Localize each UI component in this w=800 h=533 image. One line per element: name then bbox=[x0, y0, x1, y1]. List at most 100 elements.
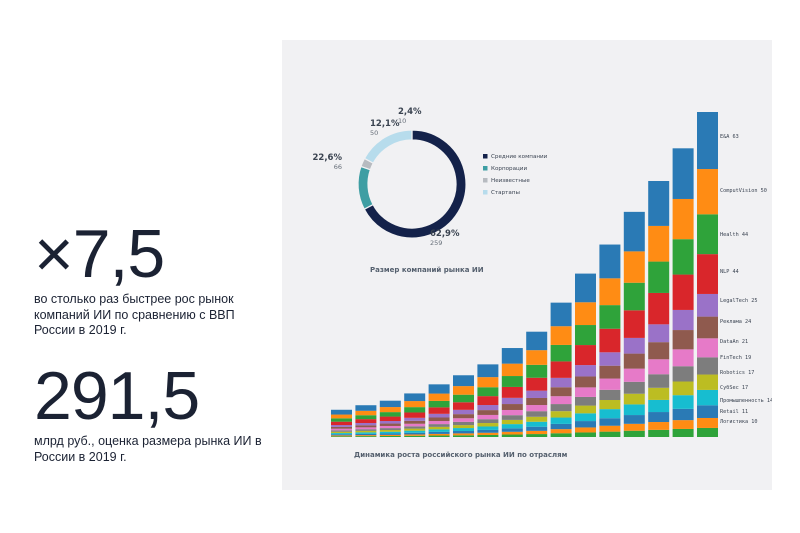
donut-slice bbox=[363, 129, 413, 164]
bar-segment bbox=[501, 409, 523, 416]
bar-segment bbox=[599, 244, 621, 279]
bar-segment bbox=[453, 421, 474, 426]
bar-segment bbox=[550, 377, 572, 388]
bar-segment bbox=[404, 426, 426, 429]
bar-segment bbox=[355, 427, 377, 430]
bar-segment bbox=[648, 324, 670, 343]
bar-segment bbox=[355, 433, 377, 436]
bar-segment bbox=[623, 404, 645, 416]
bar-segment bbox=[428, 426, 450, 430]
bar-segment bbox=[697, 338, 718, 358]
bar-segment bbox=[599, 425, 621, 432]
bar-series-label: Реклама 24 bbox=[720, 319, 751, 325]
bar-segment bbox=[477, 405, 499, 411]
bar-segment bbox=[526, 364, 548, 378]
bar-segment bbox=[648, 387, 670, 400]
bar-segment bbox=[648, 359, 670, 375]
bar-segment bbox=[501, 428, 523, 432]
bar-segment bbox=[331, 425, 352, 427]
bar-series-label: DataAn 21 bbox=[720, 339, 748, 345]
bar-segment bbox=[404, 428, 426, 431]
bar-segment bbox=[575, 345, 596, 366]
bar-segment bbox=[623, 368, 645, 382]
bar-segment bbox=[697, 427, 718, 437]
bar-segment bbox=[550, 387, 572, 397]
bar-segment bbox=[331, 433, 352, 435]
bar-segment bbox=[355, 415, 377, 420]
bar-series-label: E&A 63 bbox=[720, 134, 739, 140]
bar-segment bbox=[355, 419, 377, 424]
bar-segment bbox=[501, 404, 523, 410]
bar-segment bbox=[379, 423, 401, 426]
bar-segment bbox=[648, 429, 670, 437]
donut-percent-label: 2,4% bbox=[398, 107, 422, 117]
bar-segment bbox=[453, 425, 474, 429]
bar-segment bbox=[501, 424, 523, 429]
bar-segment bbox=[672, 428, 694, 437]
bar-segment bbox=[550, 396, 572, 405]
donut-percent-label: 12,1% bbox=[370, 119, 400, 129]
bar-segment bbox=[331, 409, 352, 415]
bar-segment bbox=[550, 433, 572, 437]
bar-segment bbox=[355, 436, 377, 437]
bar-segment bbox=[355, 430, 377, 433]
donut-slice bbox=[357, 165, 374, 211]
bar-segment bbox=[599, 352, 621, 366]
bar-series-label: Логистика 10 bbox=[720, 419, 757, 425]
bar-segment bbox=[697, 374, 718, 390]
bar-segment bbox=[623, 353, 645, 369]
bar-segment bbox=[331, 426, 352, 429]
bar-series-label: Retail 11 bbox=[720, 409, 748, 415]
bar-segment bbox=[526, 397, 548, 406]
bar-segment bbox=[379, 421, 401, 424]
bar-segment bbox=[526, 350, 548, 365]
stat-market-size-description: млрд руб., оценка размера рынка ИИ в Рос… bbox=[34, 434, 262, 464]
bar-segment bbox=[501, 431, 523, 435]
bar-segment bbox=[428, 421, 450, 425]
bar-segment bbox=[623, 381, 645, 394]
bar-segment bbox=[501, 386, 523, 398]
bar-segment bbox=[526, 421, 548, 427]
bar-segment bbox=[428, 424, 450, 427]
bar-segment bbox=[672, 420, 694, 429]
bar-segment bbox=[379, 433, 401, 435]
bar-segment bbox=[672, 349, 694, 367]
bar-segment bbox=[453, 394, 474, 403]
bar-segment bbox=[575, 325, 596, 346]
legend-label: Стартапы bbox=[491, 190, 520, 196]
bar-segment bbox=[379, 407, 401, 413]
bar-segment bbox=[648, 399, 670, 413]
bar-segment bbox=[648, 225, 670, 262]
bar-segment bbox=[550, 326, 572, 345]
bar-segment bbox=[501, 376, 523, 387]
bar-segment bbox=[599, 278, 621, 306]
bar-segment bbox=[379, 412, 401, 417]
bar-segment bbox=[477, 419, 499, 424]
legend-label: Неизвестные bbox=[491, 178, 530, 184]
bar-segment bbox=[648, 180, 670, 226]
bar-segment bbox=[648, 374, 670, 388]
bar-segment bbox=[379, 430, 401, 432]
bar-segment bbox=[623, 393, 645, 405]
donut-percent-label: 22,6% bbox=[313, 153, 343, 163]
donut-count-label: 259 bbox=[430, 239, 442, 247]
bar-segment bbox=[575, 432, 596, 437]
bar-segment bbox=[599, 305, 621, 329]
bar-segment bbox=[697, 112, 718, 170]
bar-segment bbox=[453, 386, 474, 395]
donut-chart-title: Размер компаний рынка ИИ bbox=[370, 266, 484, 274]
bar-segment bbox=[404, 420, 426, 424]
bar-segment bbox=[575, 376, 596, 388]
bar-series-label: Health 44 bbox=[720, 232, 748, 238]
bar-segment bbox=[697, 405, 718, 418]
bar-segment bbox=[501, 415, 523, 420]
bar-segment bbox=[648, 261, 670, 293]
bar-segment bbox=[599, 400, 621, 410]
bar-segment bbox=[575, 413, 596, 422]
bar-segment bbox=[697, 293, 718, 317]
legend-swatch bbox=[483, 190, 488, 195]
bar-segment bbox=[599, 431, 621, 437]
bar-segment bbox=[453, 402, 474, 410]
bar-segment bbox=[355, 435, 377, 437]
stat-multiplier: ×7,5 во столько раз быстрее рос рынок ко… bbox=[34, 220, 274, 339]
